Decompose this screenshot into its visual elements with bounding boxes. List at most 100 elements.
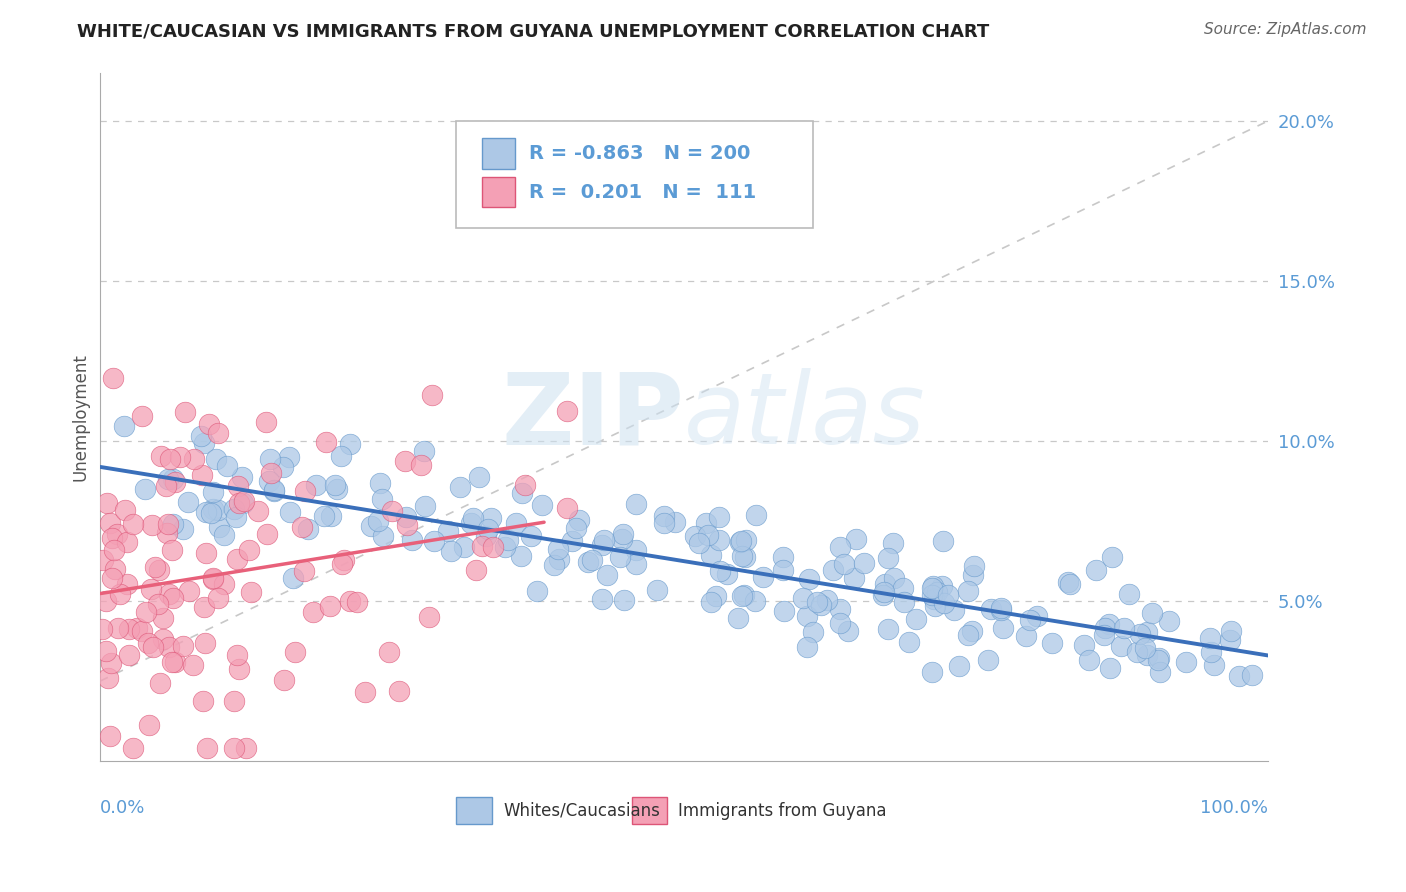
Point (160, 655, 183, 669)
Point (194, 505, 217, 519)
Point (165, 655, 187, 669)
Point (467, 470, 489, 484)
Point (238, 542, 260, 557)
Point (212, 576, 235, 591)
Point (990, 601, 1012, 615)
Point (418, 610, 440, 624)
Point (98, 516, 121, 530)
Point (830, 615, 852, 630)
Point (98, 730, 121, 744)
Point (233, 493, 256, 508)
Point (801, 625, 824, 640)
Point (1073, 638, 1095, 652)
Point (294, 484, 316, 499)
Point (91, 622, 114, 636)
Point (700, 594, 723, 608)
Point (284, 645, 307, 659)
Point (333, 552, 356, 566)
Point (709, 564, 731, 578)
Point (142, 640, 165, 655)
Point (197, 417, 219, 432)
Point (122, 741, 145, 756)
Point (101, 371, 124, 385)
Point (1149, 650, 1171, 665)
Point (117, 623, 139, 637)
Point (360, 519, 382, 533)
Point (1149, 665, 1171, 679)
Point (314, 509, 336, 524)
Point (683, 528, 706, 542)
Point (991, 621, 1014, 635)
Point (326, 482, 349, 496)
Point (883, 571, 905, 585)
Point (149, 450, 172, 464)
Point (733, 588, 755, 602)
Point (91, 553, 114, 567)
Point (963, 559, 986, 574)
Point (1140, 606, 1163, 620)
Point (148, 563, 170, 577)
Point (509, 549, 531, 564)
Point (664, 515, 686, 529)
Point (976, 653, 998, 667)
Point (1098, 617, 1121, 632)
Point (731, 549, 754, 563)
Point (624, 542, 647, 557)
Point (624, 557, 647, 571)
Point (496, 533, 519, 547)
Point (744, 594, 766, 608)
Point (105, 526, 128, 541)
Point (115, 535, 138, 549)
Point (135, 605, 157, 619)
Point (131, 624, 153, 639)
Point (893, 595, 915, 609)
Point (172, 639, 194, 653)
Point (460, 516, 482, 530)
Point (239, 584, 262, 599)
Point (1085, 563, 1108, 577)
Point (834, 557, 856, 571)
Point (872, 589, 894, 603)
Point (557, 500, 579, 515)
Point (652, 508, 675, 523)
Point (228, 479, 250, 493)
Point (207, 591, 229, 605)
Point (709, 533, 731, 547)
Text: Immigrants from Guyana: Immigrants from Guyana (678, 802, 887, 820)
Point (1015, 629, 1038, 643)
Point (479, 511, 502, 525)
Point (259, 475, 281, 489)
Point (942, 603, 965, 617)
Point (263, 483, 285, 497)
Point (891, 581, 914, 595)
Point (931, 579, 953, 593)
Point (292, 565, 315, 579)
Point (1019, 613, 1042, 627)
Point (990, 603, 1012, 617)
Point (453, 540, 475, 554)
Point (256, 526, 278, 541)
Point (225, 509, 247, 524)
Point (339, 594, 361, 608)
Point (193, 436, 215, 450)
Point (815, 593, 838, 607)
Point (246, 503, 269, 517)
Y-axis label: Unemployment: Unemployment (72, 353, 89, 481)
Point (110, 587, 132, 601)
FancyBboxPatch shape (457, 121, 813, 227)
Point (806, 595, 828, 609)
Point (112, 418, 135, 433)
Point (962, 567, 984, 582)
Text: ZIP: ZIP (502, 368, 685, 466)
Point (1056, 575, 1078, 590)
FancyBboxPatch shape (457, 797, 492, 823)
Point (394, 453, 416, 467)
Point (152, 632, 174, 646)
Point (1199, 631, 1222, 645)
Point (367, 514, 389, 528)
Point (877, 550, 900, 565)
Point (1101, 549, 1123, 564)
Point (505, 516, 527, 530)
Point (315, 434, 337, 449)
Text: R =  0.201   N =  111: R = 0.201 N = 111 (529, 183, 756, 202)
